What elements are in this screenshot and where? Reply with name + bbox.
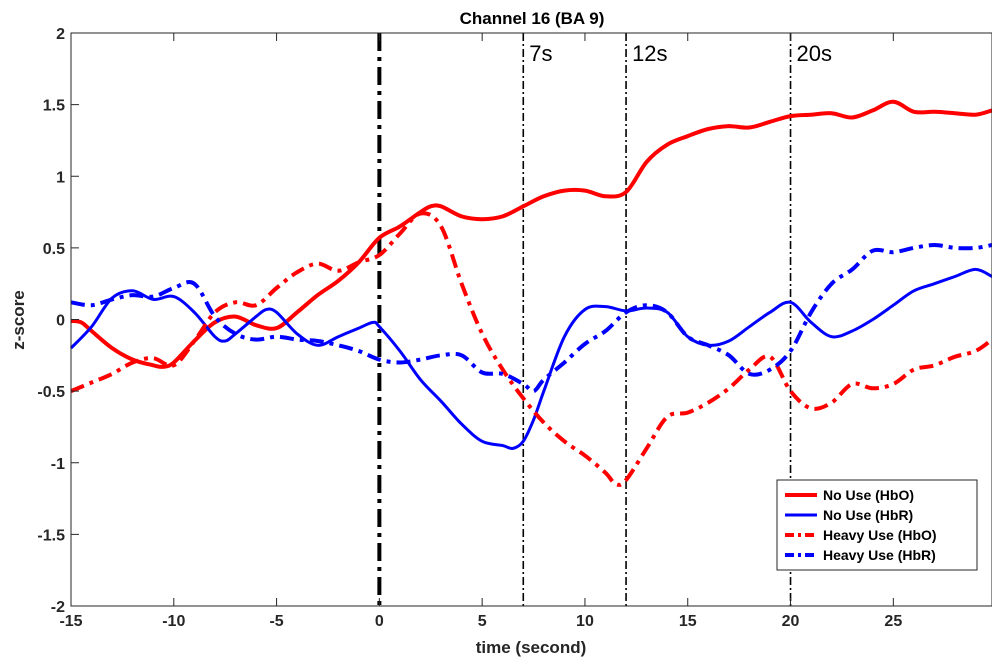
legend-label-3: Heavy Use (HbR) (823, 547, 936, 563)
y-tick-label-7: -1.5 (37, 527, 65, 544)
y-tick-label-8: -2 (51, 599, 65, 616)
legend-label-1: No Use (HbR) (823, 507, 913, 523)
x-axis-label: time (second) (476, 638, 587, 657)
axis-ticks: -15 -10 -5 0 5 10 15 20 25 2 1.5 1 0.5 0 -0.5 -1 -1.5 -2 (37, 26, 902, 630)
y-tick-label-3: 0.5 (43, 241, 65, 258)
series-line-2 (70, 211, 992, 487)
legend-label-2: Heavy Use (HbO) (823, 527, 937, 543)
legend-label-0: No Use (HbO) (823, 487, 914, 503)
chart-title: Channel 16 (BA 9) (460, 9, 605, 28)
series-line-1 (69, 267, 992, 451)
x-tick-label-3: 0 (375, 613, 384, 630)
x-tick-label-0: -15 (59, 613, 82, 630)
y-tick-label-2: 1 (56, 169, 65, 186)
legend: No Use (HbO) No Use (HbR) Heavy Use (HbO) H… (776, 479, 978, 571)
series-lines (69, 99, 992, 487)
marker-label-1: 7s (529, 41, 552, 66)
series-line-3 (70, 243, 992, 394)
marker-label-2: 12s (632, 41, 667, 66)
vertical-markers: 7s 12s 20s (377, 33, 832, 606)
x-tick-label-1: -10 (162, 613, 185, 630)
x-tick-label-6: 15 (679, 613, 697, 630)
series-line-0 (70, 99, 992, 369)
x-tick-label-8: 25 (884, 613, 902, 630)
x-tick-label-5: 10 (576, 613, 594, 630)
y-tick-label-6: -1 (51, 456, 65, 473)
y-tick-label-4: 0 (56, 313, 65, 330)
y-tick-label-0: 2 (56, 26, 65, 43)
x-tick-label-2: -5 (269, 613, 283, 630)
y-tick-label-1: 1.5 (43, 98, 65, 115)
x-tick-label-7: 20 (782, 613, 800, 630)
y-tick-label-5: -0.5 (37, 384, 65, 401)
marker-label-3: 20s (797, 41, 832, 66)
x-tick-label-4: 5 (478, 613, 487, 630)
y-axis-label: z-score (9, 290, 28, 350)
